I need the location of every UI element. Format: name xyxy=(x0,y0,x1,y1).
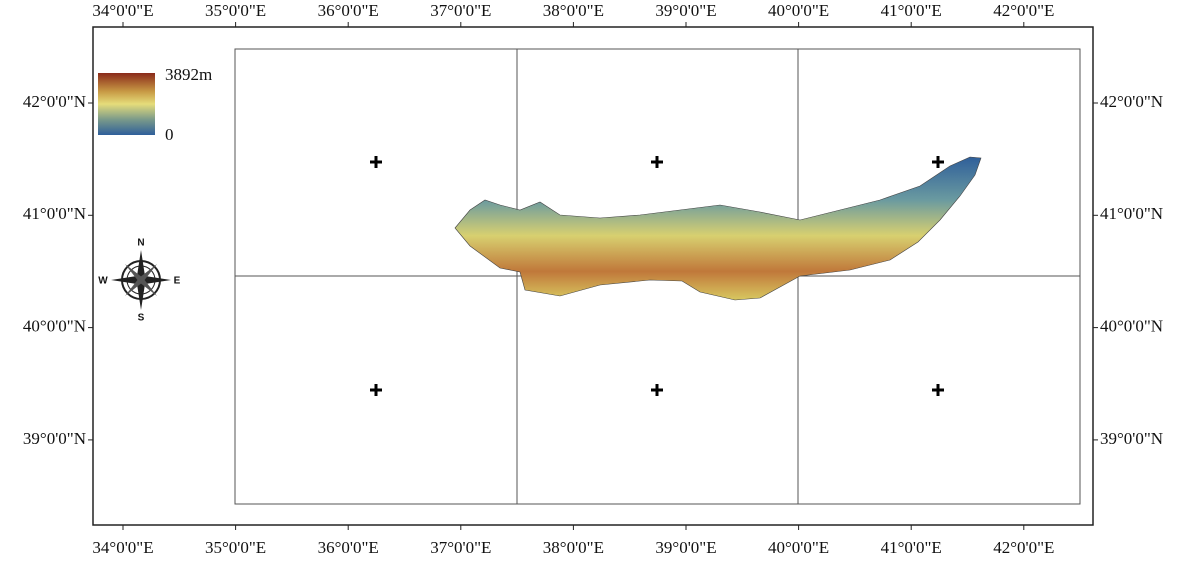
legend-min: 0 xyxy=(165,125,174,144)
compass-w: W xyxy=(98,276,108,287)
lat-label-right: 40°0'0"N xyxy=(1100,317,1163,336)
study-region xyxy=(455,157,981,300)
lon-label-top: 38°0'0"E xyxy=(543,1,604,20)
compass-e: E xyxy=(174,276,181,287)
compass-n: N xyxy=(137,238,144,249)
lat-label-left: 42°0'0"N xyxy=(23,92,86,111)
lon-label-top: 42°0'0"E xyxy=(993,1,1054,20)
lon-label-top: 41°0'0"E xyxy=(881,1,942,20)
lat-label-left: 41°0'0"N xyxy=(23,204,86,223)
map-figure: 3892m 0 N S W E 34°0'0"E 34°0'0"E 35°0'0"E… xyxy=(0,0,1190,562)
lat-label-right: 39°0'0"N xyxy=(1100,429,1163,448)
legend-max: 3892m xyxy=(165,65,212,84)
lon-label-bottom: 42°0'0"E xyxy=(993,538,1054,557)
page: {"map": { "longitude_labels": ["34°0'0\"… xyxy=(0,0,1190,562)
lon-label-bottom: 37°0'0"E xyxy=(430,538,491,557)
lat-label-left: 40°0'0"N xyxy=(23,317,86,336)
lon-label-bottom: 35°0'0"E xyxy=(205,538,266,557)
lat-label-left: 39°0'0"N xyxy=(23,429,86,448)
lon-label-bottom: 34°0'0"E xyxy=(92,538,153,557)
lon-label-top: 36°0'0"E xyxy=(318,1,379,20)
lat-label-right: 42°0'0"N xyxy=(1100,92,1163,111)
lon-label-top: 39°0'0"E xyxy=(655,1,716,20)
lon-label-top: 37°0'0"E xyxy=(430,1,491,20)
lon-label-top: 40°0'0"E xyxy=(768,1,829,20)
compass: N S W E xyxy=(98,238,180,324)
lon-label-top: 35°0'0"E xyxy=(205,1,266,20)
compass-s: S xyxy=(138,313,145,324)
lon-label-top: 34°0'0"E xyxy=(92,1,153,20)
legend-ramp xyxy=(98,73,155,135)
lat-label-right: 41°0'0"N xyxy=(1100,204,1163,223)
lon-label-bottom: 38°0'0"E xyxy=(543,538,604,557)
lon-label-bottom: 39°0'0"E xyxy=(655,538,716,557)
lon-label-bottom: 41°0'0"E xyxy=(881,538,942,557)
lon-label-bottom: 40°0'0"E xyxy=(768,538,829,557)
lon-label-bottom: 36°0'0"E xyxy=(318,538,379,557)
